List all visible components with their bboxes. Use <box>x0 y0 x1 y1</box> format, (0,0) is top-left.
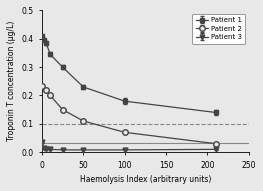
Y-axis label: Troponin T concentration (μg/L): Troponin T concentration (μg/L) <box>7 21 16 142</box>
Legend: Patient 1, Patient 2, Patient 3: Patient 1, Patient 2, Patient 3 <box>192 14 245 44</box>
X-axis label: Haemolysis Index (arbitrary units): Haemolysis Index (arbitrary units) <box>80 175 211 184</box>
